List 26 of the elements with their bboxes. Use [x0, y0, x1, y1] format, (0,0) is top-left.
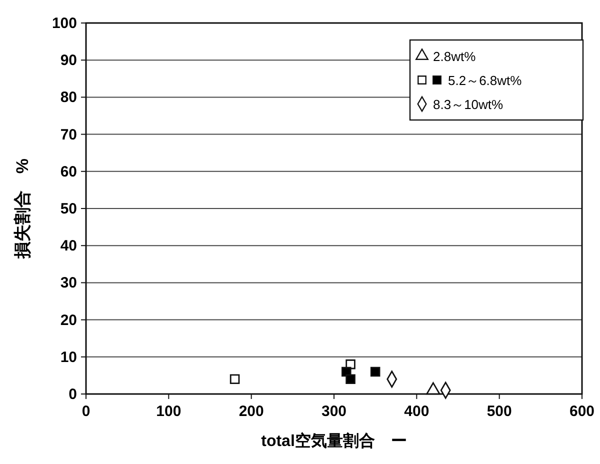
- x-axis-title: total空気量割合 ー: [261, 432, 407, 450]
- x-tick-label: 300: [321, 403, 347, 420]
- y-tick-label: 50: [60, 200, 77, 218]
- y-tick-label: 100: [52, 15, 77, 32]
- y-axis-title: 損失割合 %: [13, 158, 32, 260]
- y-tick-label: 30: [60, 274, 77, 292]
- x-tick-label: 600: [569, 403, 595, 420]
- x-tick-label: 500: [486, 403, 512, 420]
- point: [346, 374, 356, 384]
- y-tick-label: 20: [60, 312, 77, 329]
- y-tick-label: 70: [60, 126, 77, 144]
- y-tick-label: 0: [68, 386, 77, 403]
- legend-label: 8.3～10wt%: [433, 97, 504, 112]
- y-tick-label: 80: [60, 89, 77, 106]
- y-tick-label: 60: [60, 163, 77, 180]
- x-tick-label: 200: [238, 403, 264, 420]
- y-tick-label: 40: [60, 238, 77, 255]
- legend-label: 2.8wt%: [433, 49, 476, 64]
- x-tick-label: 400: [404, 403, 430, 420]
- point: [370, 366, 380, 377]
- y-tick-label: 90: [60, 52, 77, 70]
- x-tick-label: 0: [82, 403, 90, 420]
- point: [230, 374, 240, 384]
- x-tick-label: 100: [156, 403, 182, 420]
- legend-label: 5.2～6.8wt%: [448, 73, 522, 88]
- y-tick-label: 10: [60, 348, 77, 366]
